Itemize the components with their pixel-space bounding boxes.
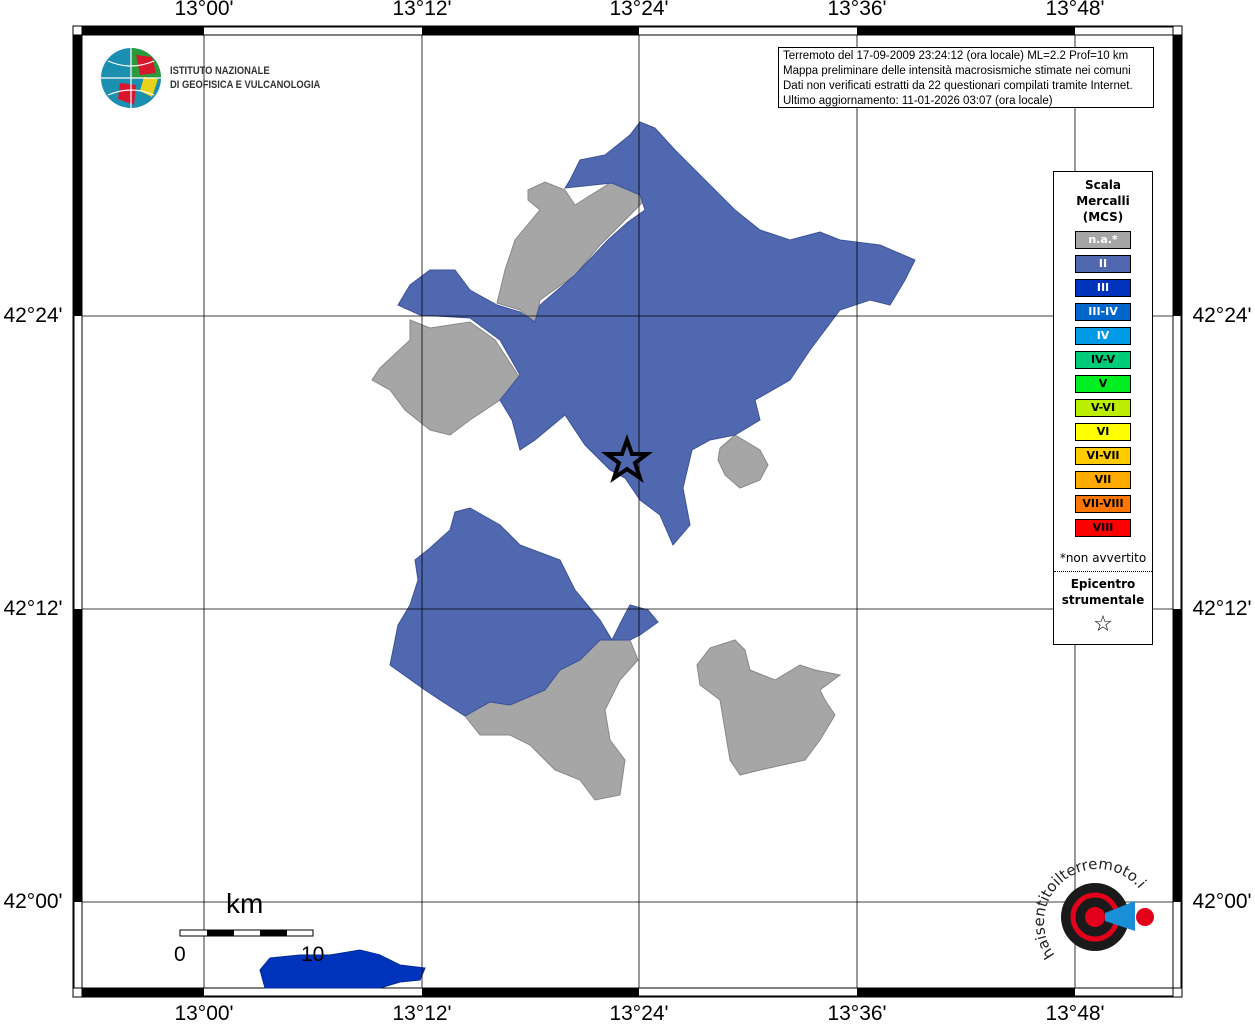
ingv-name-line2: DI GEOFISICA E VULCANOLOGIA [170,79,321,91]
municipality-intensity-II[interactable] [397,121,916,546]
lon-label-top: 13°36' [827,0,887,20]
event-info-box: Terremoto del 17-09-2009 23:24:12 (ora l… [778,47,1154,108]
municipality-na[interactable] [496,181,646,323]
lon-label-bottom: 13°00' [174,1002,234,1025]
scale-unit: km [226,888,264,919]
legend-title-line: Scala [1084,178,1122,192]
lon-label-top: 13°48' [1045,0,1105,20]
lat-label-left: 42°24' [3,304,63,327]
legend-epicentre-line: Epicentro [1070,577,1136,591]
ingv-name-line1: ISTITUTO NAZIONALE [170,65,270,77]
legend-swatch-iii-iv: III-IV [1075,303,1131,321]
municipality-polygons [259,121,916,989]
municipality-na[interactable] [717,434,769,489]
frame-border [73,26,1182,997]
lon-label-bottom: 13°12' [392,1002,452,1025]
municipality-intensity-II[interactable] [389,507,659,717]
haisentito-logo: haisentitoilterremoto.it [1035,855,1154,963]
legend-swatch-ii: II [1075,255,1131,273]
legend-swatch-iv-v: IV-V [1075,351,1131,369]
legend-swatch-iv: IV [1075,327,1131,345]
epicentre-star-icon[interactable] [601,434,653,484]
legend-swatch-iii: III [1075,279,1131,297]
star-icon: ☆ [1093,612,1113,637]
scale-end: 10 [301,943,325,966]
scale-start: 0 [174,943,186,966]
mcs-legend: Scala Mercalli (MCS) n.a.* II III III-IV IV I… [1053,171,1153,645]
legend-title-line: (MCS) [1082,210,1124,224]
event-info-line: Terremoto del 17-09-2009 23:24:12 (ora l… [783,50,1129,62]
lat-label-right: 42°12' [1192,597,1252,620]
legend-swatch-vii-viii: VII-VIII [1075,495,1131,513]
legend-title: Scala Mercalli (MCS) [1054,177,1152,225]
legend-swatch-vi: VI [1075,423,1131,441]
legend-divider [1054,571,1152,572]
lon-label-bottom: 13°48' [1045,1002,1105,1025]
legend-swatch-viii: VIII [1075,519,1131,537]
municipality-na[interactable] [696,639,842,776]
legend-swatch-n-a: n.a.* [1075,231,1131,249]
legend-epicentre-line: strumentale [1061,593,1145,607]
lon-label-bottom: 13°36' [827,1002,887,1025]
lon-label-top: 13°24' [609,0,669,20]
lat-label-right: 42°24' [1192,304,1252,327]
lat-label-left: 42°00' [3,890,63,913]
scale-bar [179,929,314,937]
legend-swatch-vii: VII [1075,471,1131,489]
municipality-intensity-III[interactable] [259,949,426,989]
legend-swatch-vi-vii: VI-VII [1075,447,1131,465]
lon-label-top: 13°12' [392,0,452,20]
globe-icon [101,48,161,108]
legend-note: *non avvertito [1059,551,1147,565]
lat-label-left: 42°12' [3,597,63,620]
legend-title-line: Mercalli [1076,194,1130,208]
event-info-line: Dati non verificati estratti da 22 quest… [783,80,1133,92]
legend-epicentre-label: Epicentro strumentale [1054,576,1152,608]
legend-swatch-v-vi: V-VI [1075,399,1131,417]
lon-label-top: 13°00' [174,0,234,20]
ingv-logo: ISTITUTO NAZIONALE DI GEOFISICA E VULCANO… [100,47,347,109]
lon-label-bottom: 13°24' [609,1002,669,1025]
lat-label-right: 42°00' [1192,890,1252,913]
legend-swatch-v: V [1075,375,1131,393]
event-info-line: Mappa preliminare delle intensità macros… [783,65,1131,77]
event-info-line: Ultimo aggiornamento: 11-01-2026 03:07 (… [783,95,1053,107]
